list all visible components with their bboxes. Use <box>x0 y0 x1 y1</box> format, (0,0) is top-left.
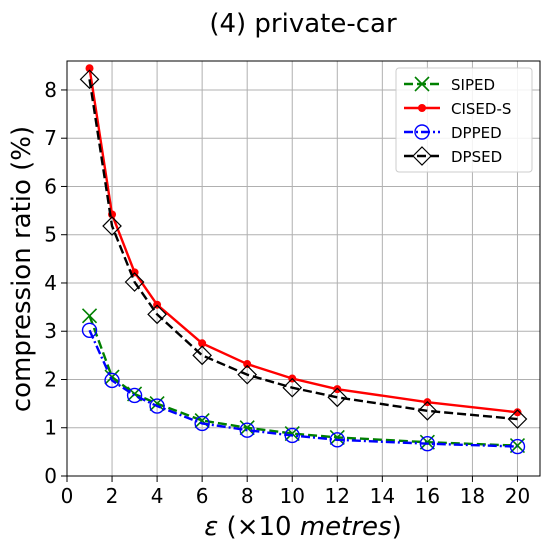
legend-item: SIPED <box>404 76 495 94</box>
series-dpped <box>81 322 526 455</box>
x-tick-label: 12 <box>325 484 350 508</box>
diamond-marker <box>124 272 145 292</box>
legend-label: SIPED <box>451 76 495 94</box>
legend-label: DPSED <box>451 148 502 166</box>
circle-marker <box>414 124 430 140</box>
x-axis-label: ε (×10 metres) <box>204 512 402 542</box>
y-tick-label: 8 <box>44 78 57 102</box>
circle-marker <box>329 432 345 448</box>
legend-item: CISED-S <box>404 100 511 118</box>
y-tick-label: 4 <box>44 271 57 295</box>
x-tick-label: 6 <box>196 484 209 508</box>
legend-box <box>395 67 533 173</box>
y-tick-label: 5 <box>44 223 57 247</box>
dot-marker <box>418 104 426 112</box>
y-tick-label: 6 <box>44 174 57 198</box>
x-marker <box>239 420 255 436</box>
diamond-marker <box>282 377 303 398</box>
dot-marker <box>85 64 94 73</box>
x-tick-label: 2 <box>106 484 119 508</box>
legend-label: DPPED <box>451 124 502 142</box>
x-tick-label: 10 <box>280 484 305 508</box>
x-tick-label: 14 <box>370 484 395 508</box>
dot-marker <box>513 408 522 417</box>
x-marker <box>104 369 120 385</box>
x-tick-label: 8 <box>241 484 254 508</box>
plot-frame <box>66 60 541 477</box>
series-line <box>88 315 518 447</box>
x-marker <box>81 308 98 324</box>
diamond-marker <box>147 304 167 325</box>
y-tick-label: 1 <box>44 416 57 440</box>
diamond-marker <box>102 216 122 236</box>
x-tick-label: 0 <box>61 484 74 508</box>
diamond-marker <box>79 69 100 90</box>
diamond-marker <box>507 409 528 429</box>
circle-marker <box>104 372 120 389</box>
diamond-marker <box>237 364 258 385</box>
diamond-marker <box>412 146 432 166</box>
circle-marker <box>126 387 143 404</box>
circle-marker <box>194 415 210 432</box>
diamond-marker <box>192 345 212 366</box>
diamond-marker <box>417 401 438 421</box>
y-tick-label: 7 <box>44 126 57 150</box>
dot-marker <box>243 360 252 369</box>
legend-item: DPPED <box>404 124 502 142</box>
x-axis-label-part: (×10 <box>218 512 300 542</box>
diamond-marker <box>327 387 348 408</box>
x-tick-label: 16 <box>415 484 440 508</box>
y-tick-label: 0 <box>44 464 57 488</box>
chart-title: (4) private-car <box>209 9 397 39</box>
x-marker <box>284 425 300 442</box>
dot-marker <box>198 339 207 348</box>
x-tick-label: 4 <box>151 484 164 508</box>
y-axis-label: compression ratio (%) <box>7 126 37 412</box>
legend-item: DPSED <box>404 146 502 166</box>
circle-marker <box>239 422 255 438</box>
series-dpsed <box>79 69 528 429</box>
circle-marker <box>509 438 526 455</box>
x-marker <box>149 396 165 412</box>
circle-marker <box>419 435 436 452</box>
circle-marker <box>284 427 300 444</box>
legend: SIPED CISED-S DPPED DPSED <box>395 67 533 173</box>
x-axis-label-part: ε <box>204 512 218 542</box>
x-tick-label: 20 <box>505 484 530 508</box>
x-axis-label-part: ) <box>392 512 402 542</box>
y-tick-label: 3 <box>44 319 57 343</box>
series-layer <box>79 64 528 455</box>
x-marker <box>329 429 345 445</box>
circle-marker <box>149 398 165 414</box>
circle-marker <box>81 322 98 338</box>
legend-label: CISED-S <box>451 100 511 118</box>
y-tick-label: 2 <box>44 367 57 391</box>
series-line <box>88 79 518 421</box>
x-marker <box>414 76 430 92</box>
series-line <box>88 329 518 448</box>
x-axis-label-part: metres <box>300 512 392 542</box>
series-line <box>88 68 518 414</box>
x-tick-label: 18 <box>460 484 485 508</box>
